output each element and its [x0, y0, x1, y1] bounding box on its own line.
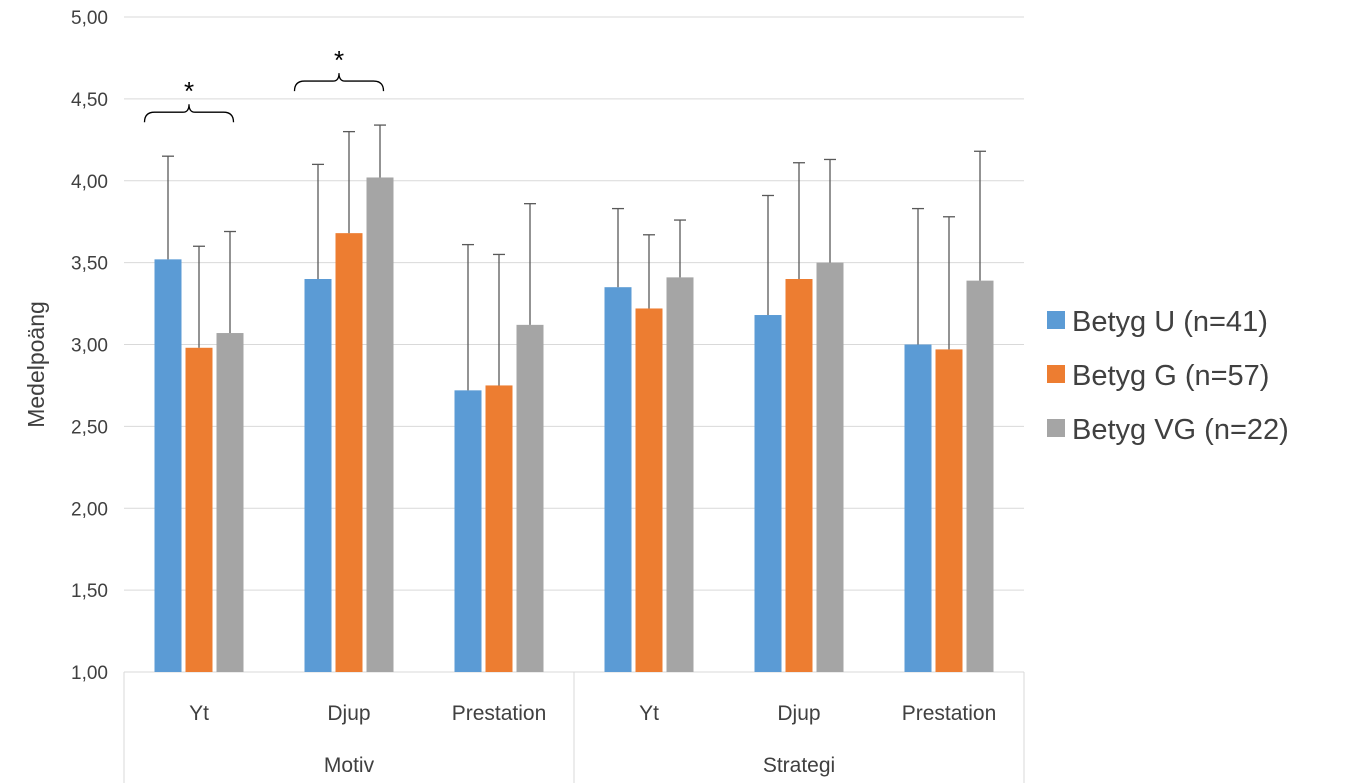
y-tick-label: 2,00: [71, 499, 108, 520]
legend-label: Betyg U (n=41): [1072, 306, 1268, 338]
bar: [516, 324, 544, 672]
y-tick-label: 5,00: [71, 8, 108, 29]
bar: [635, 308, 663, 672]
bar: [485, 385, 513, 672]
bar: [666, 277, 694, 672]
bar: [935, 349, 963, 672]
bar: [154, 259, 182, 672]
bar: [216, 333, 244, 672]
y-tick-label: 3,50: [71, 254, 108, 275]
bar: [604, 287, 632, 672]
bar: [185, 347, 213, 672]
bar: [785, 279, 813, 672]
legend-swatch: [1047, 311, 1065, 329]
bar: [754, 315, 782, 672]
x-tick-label: Yt: [189, 702, 209, 725]
group-label: Motiv: [324, 754, 375, 777]
bar: [816, 262, 844, 672]
significance-bracket: [143, 104, 235, 123]
legend-label: Betyg G (n=57): [1072, 360, 1269, 392]
y-tick-label: 3,00: [71, 336, 108, 357]
bar: [335, 233, 363, 672]
x-tick-label: Prestation: [452, 702, 547, 725]
bar: [966, 280, 994, 672]
y-tick-label: 1,50: [71, 581, 108, 602]
significance-bracket: [293, 73, 385, 92]
significance-marker: *: [184, 76, 194, 106]
x-tick-label: Yt: [639, 702, 659, 725]
y-tick-label: 4,50: [71, 90, 108, 111]
bar: [366, 177, 394, 672]
x-tick-label: Djup: [327, 702, 370, 725]
bar: [454, 390, 482, 672]
legend-swatch: [1047, 365, 1065, 383]
legend-label: Betyg VG (n=22): [1072, 414, 1289, 446]
bar: [304, 279, 332, 672]
y-tick-label: 4,00: [71, 172, 108, 193]
legend-swatch: [1047, 419, 1065, 437]
y-axis-title: Medelpoäng: [23, 301, 49, 428]
y-tick-label: 2,50: [71, 417, 108, 438]
x-tick-label: Djup: [777, 702, 820, 725]
group-label: Strategi: [763, 754, 835, 777]
significance-marker: *: [334, 45, 344, 75]
x-tick-label: Prestation: [902, 702, 997, 725]
y-tick-label: 1,00: [71, 663, 108, 684]
bar: [904, 344, 932, 672]
